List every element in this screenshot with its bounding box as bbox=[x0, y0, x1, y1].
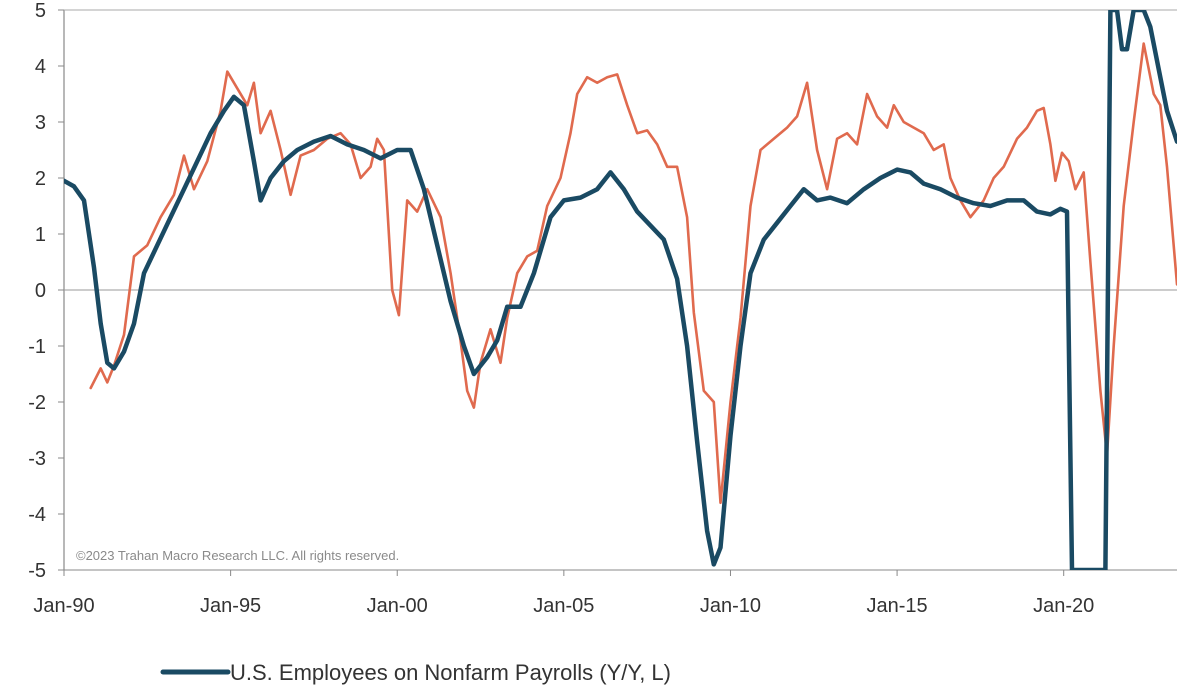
x-tick-label: Jan-90 bbox=[33, 595, 94, 617]
plot-area: 5 4 3 2 1 0 -1 -2 -3 -4 -5 Jan-90 Jan-95 Jan-00 Jan-0… bbox=[28, 0, 1177, 617]
legend: U.S. Employees on Nonfarm Payrolls (Y/Y,… bbox=[160, 660, 671, 685]
y-tick-label: -4 bbox=[28, 504, 46, 526]
x-tick-label: Jan-20 bbox=[1033, 595, 1094, 617]
y-tick-label: 3 bbox=[35, 112, 46, 134]
series-line-orange bbox=[89, 42, 1177, 505]
y-tick-label: -5 bbox=[28, 560, 46, 582]
x-tick-label: Jan-00 bbox=[367, 595, 428, 617]
y-axis-ticks: 5 4 3 2 1 0 -1 -2 -3 -4 -5 bbox=[28, 0, 64, 582]
x-tick-label: Jan-95 bbox=[200, 595, 261, 617]
y-tick-label: -3 bbox=[28, 448, 46, 470]
series-layer bbox=[64, 10, 1177, 570]
y-tick-label: 2 bbox=[35, 168, 46, 190]
y-tick-label: -2 bbox=[28, 392, 46, 414]
legend-label-payrolls: U.S. Employees on Nonfarm Payrolls (Y/Y,… bbox=[230, 660, 671, 685]
series-line-nonfarm-payrolls bbox=[64, 10, 1177, 570]
y-tick-label: -1 bbox=[28, 336, 46, 358]
y-tick-label: 5 bbox=[35, 0, 46, 22]
x-tick-label: Jan-15 bbox=[867, 595, 928, 617]
y-tick-label: 1 bbox=[35, 224, 46, 246]
y-tick-label: 4 bbox=[35, 56, 46, 78]
copyright-watermark: ©2023 Trahan Macro Research LLC. All rig… bbox=[76, 548, 399, 563]
y-tick-label: 0 bbox=[35, 280, 46, 302]
x-axis-ticks: Jan-90 Jan-95 Jan-00 Jan-05 Jan-10 Jan-15 Jan-… bbox=[33, 570, 1094, 617]
x-tick-label: Jan-05 bbox=[533, 595, 594, 617]
x-tick-label: Jan-10 bbox=[700, 595, 761, 617]
